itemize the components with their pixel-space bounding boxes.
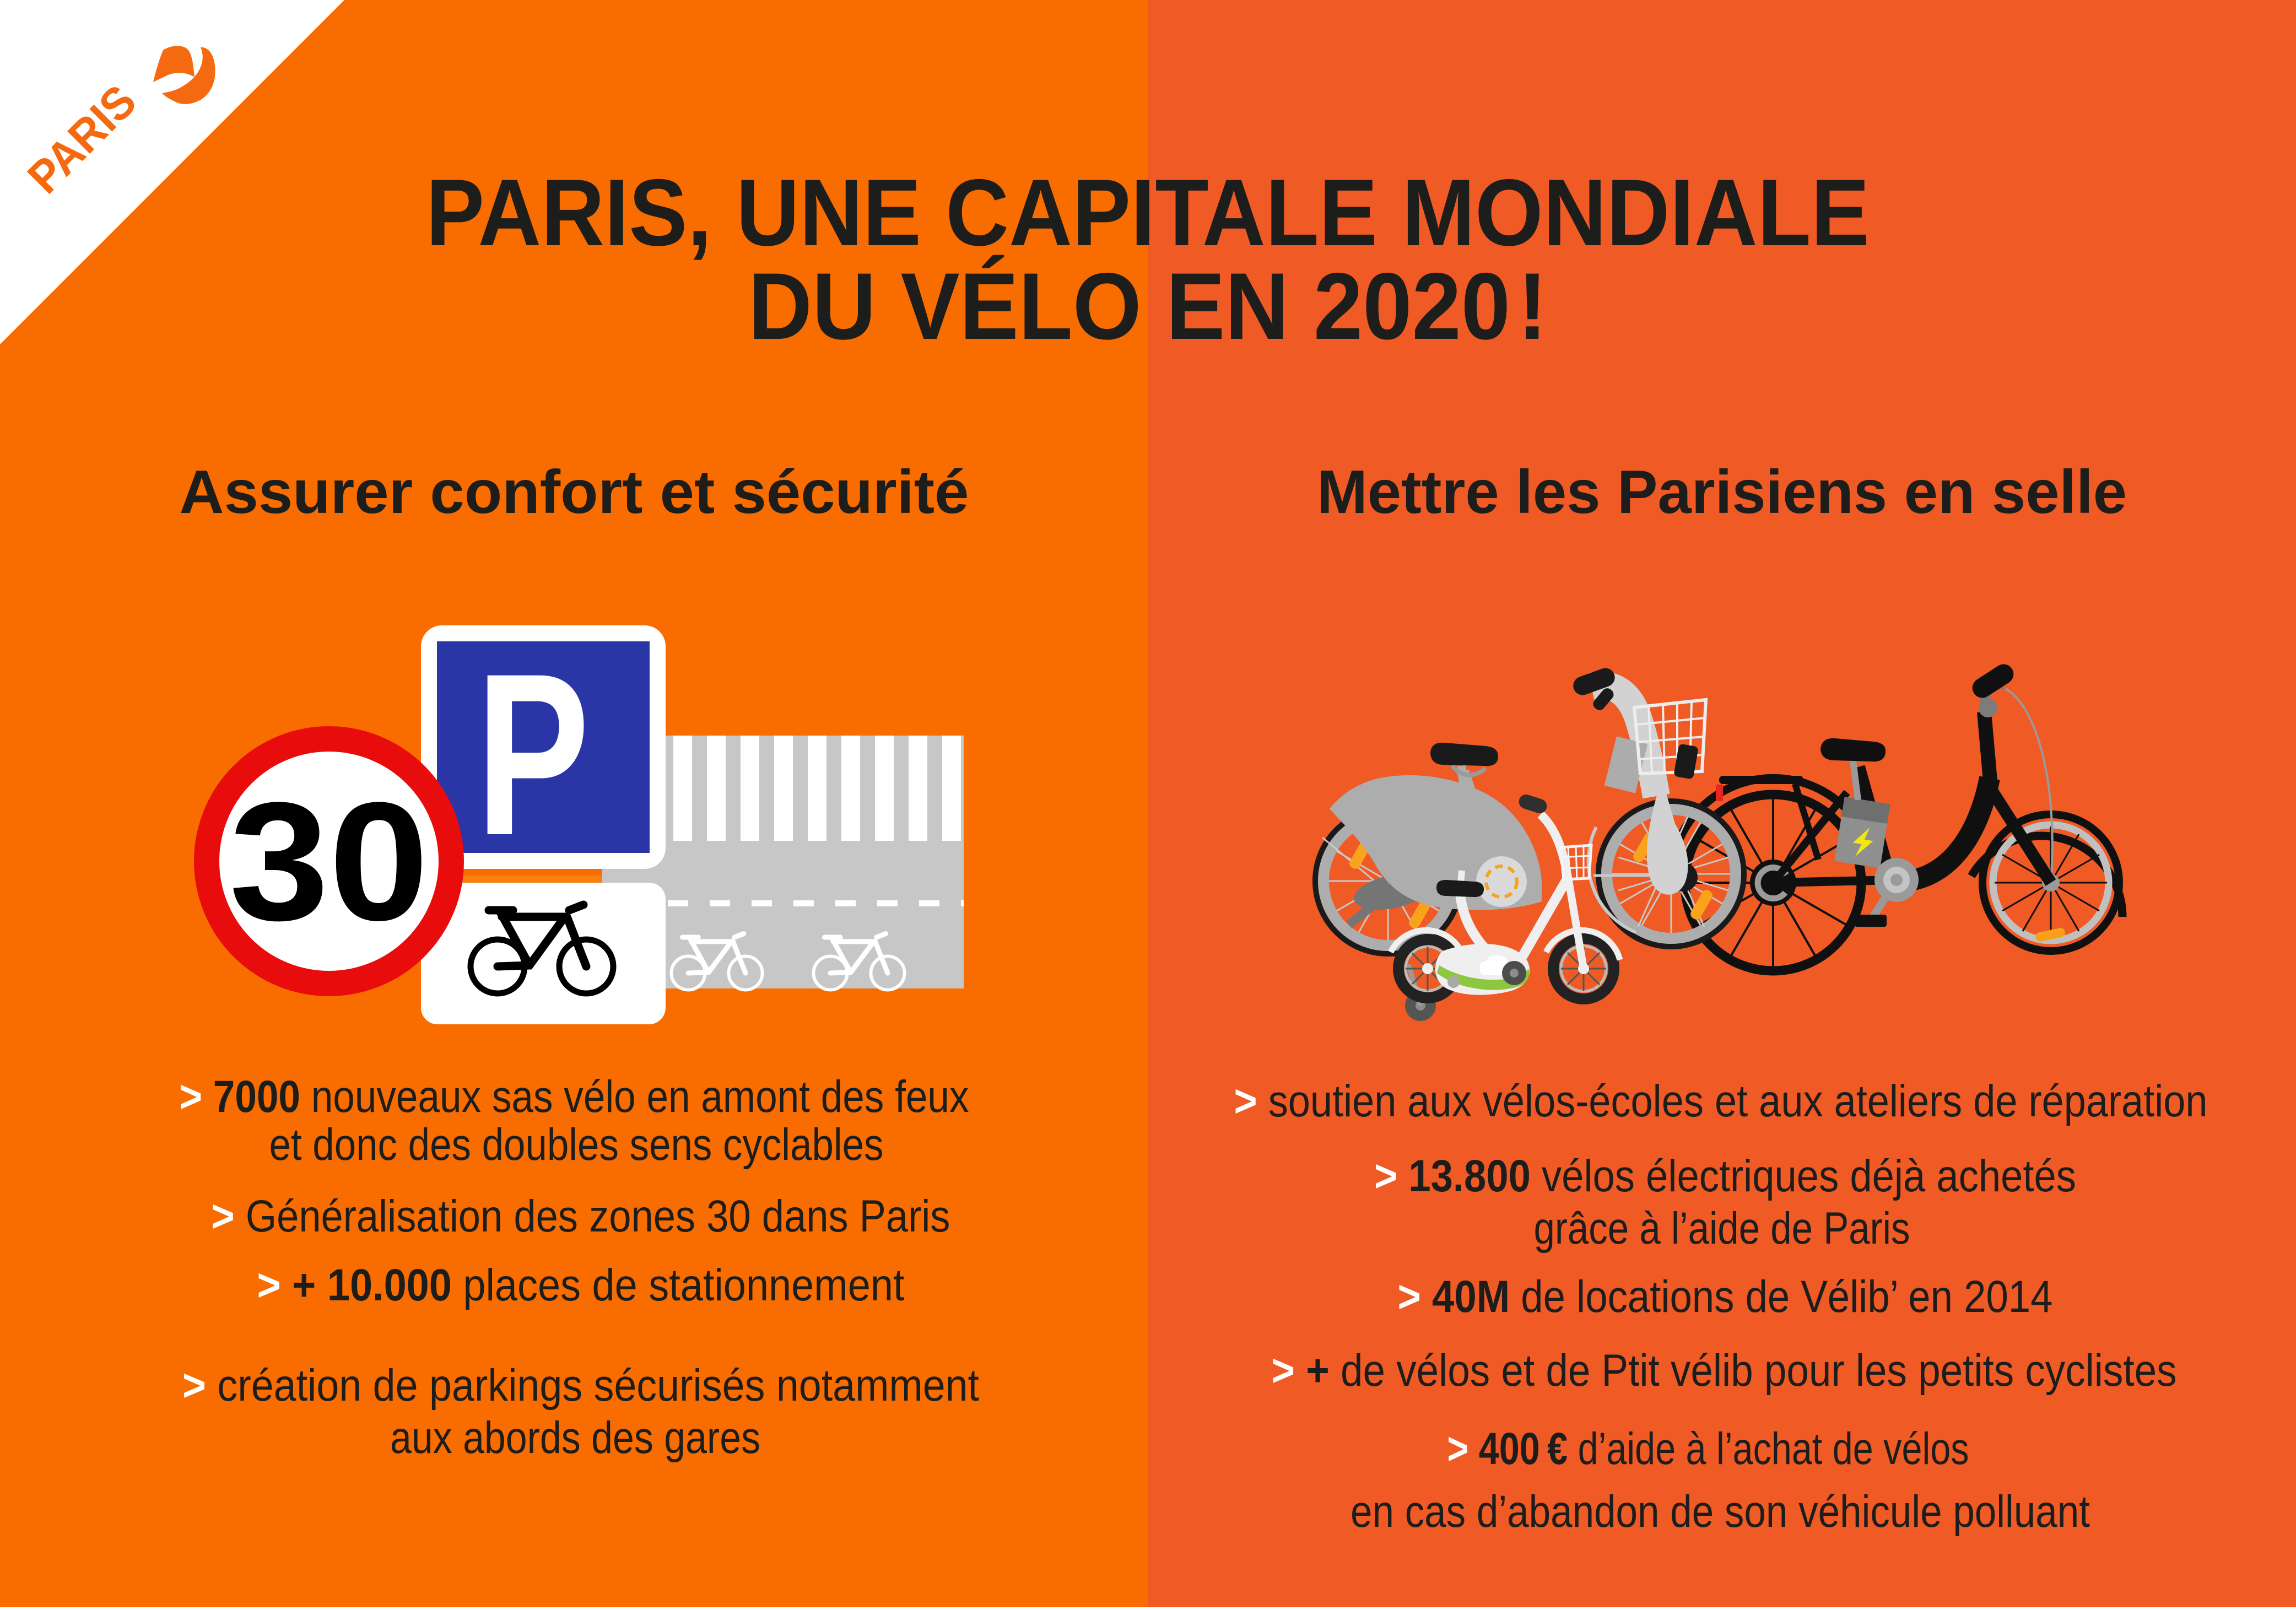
svg-text:> soutien aux vélos-écoles et: > soutien aux vélos-écoles et aux atelie…	[1234, 1076, 2208, 1126]
svg-text:> 40M de locations de Vélib’ e: > 40M de locations de Vélib’ en 2014	[1398, 1272, 2053, 1322]
svg-text:> + de vélos et de Ptit vélib: > + de vélos et de Ptit vélib pour les p…	[1272, 1346, 2177, 1396]
svg-text:Assurer confort et sécurité: Assurer confort et sécurité	[180, 458, 969, 526]
svg-text:Mettre les Parisiens en selle: Mettre les Parisiens en selle	[1317, 458, 2127, 526]
svg-text:> 400 € d’aide à l’achat de vé: > 400 € d’aide à l’achat de vélos	[1447, 1424, 1969, 1474]
svg-text:> 7000 nouveaux sas vélo en am: > 7000 nouveaux sas vélo en amont des fe…	[180, 1072, 969, 1122]
svg-text:P: P	[476, 625, 590, 883]
svg-text:> + 10.000 places de stationne: > + 10.000 places de stationnement	[257, 1260, 905, 1310]
svg-text:PARIS, UNE CAPITALE MONDIALE: PARIS, UNE CAPITALE MONDIALE	[426, 160, 1870, 266]
svg-text:et donc des doubles sens cycla: et donc des doubles sens cyclables	[269, 1120, 884, 1170]
svg-text:> Généralisation des zones 30: > Généralisation des zones 30 dans Paris	[212, 1191, 950, 1241]
svg-text:aux abords des gares: aux abords des gares	[390, 1413, 760, 1463]
svg-text:grâce à l’aide de Paris: grâce à l’aide de Paris	[1534, 1203, 1910, 1254]
svg-text:> 13.800 vélos électriques déj: > 13.800 vélos électriques déjà achetés	[1374, 1151, 2076, 1201]
svg-text:DU VÉLO EN 2020 !: DU VÉLO EN 2020 !	[748, 253, 1547, 359]
svg-text:> création de parkings sécuris: > création de parkings sécurisés notamme…	[182, 1360, 979, 1411]
svg-text:en cas d’abandon de son véhicu: en cas d’abandon de son véhicule polluan…	[1350, 1487, 2090, 1537]
svg-text:30: 30	[229, 767, 429, 955]
